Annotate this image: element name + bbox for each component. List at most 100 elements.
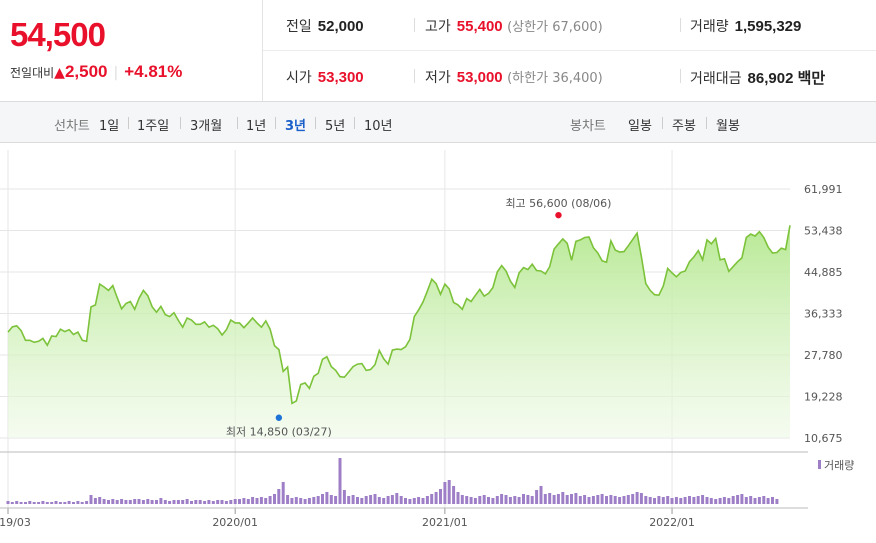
volume-bar xyxy=(107,500,110,504)
volume-bar xyxy=(268,496,272,504)
lower-limit: (하한가 36,400) xyxy=(507,71,603,86)
volume-bar xyxy=(648,497,652,504)
open-label: 시가 xyxy=(286,70,312,86)
high: 고가 55,400 (상한가 67,600) xyxy=(425,16,603,36)
divider xyxy=(680,69,681,83)
y-tick-label: 61,991 xyxy=(804,183,843,196)
volume-bars xyxy=(6,458,779,504)
volume-bar xyxy=(251,497,255,504)
volume-bar xyxy=(482,495,486,504)
max-marker xyxy=(555,211,562,219)
volume-bar xyxy=(80,502,84,504)
tab-3m[interactable]: 3개월 xyxy=(190,119,223,134)
volume-bar xyxy=(290,498,294,504)
volume-bar xyxy=(111,499,115,504)
volume-bar xyxy=(552,495,556,504)
row-divider xyxy=(263,50,876,51)
volume-bar xyxy=(168,501,172,504)
volume-bar xyxy=(216,500,220,504)
trade-value: 거래대금 86,902 백만 xyxy=(690,67,825,88)
volume-bar xyxy=(762,496,766,504)
trade-value-value: 86,902 백만 xyxy=(747,70,826,87)
volume-bar xyxy=(259,497,263,504)
volume-bar xyxy=(430,494,434,504)
volume-bar xyxy=(312,497,316,504)
volume-bar xyxy=(535,490,539,504)
divider xyxy=(180,117,181,129)
volume-bar xyxy=(596,495,600,504)
volume-bar xyxy=(281,482,285,504)
volume-bar xyxy=(329,495,333,504)
volume-bar xyxy=(478,496,482,504)
volume-bar xyxy=(757,497,761,504)
volume-bar xyxy=(351,495,355,504)
volume-bar xyxy=(124,500,128,504)
volume-bar xyxy=(386,496,390,504)
quote-panel: 54,500 전일대비▲2,500 | +4.81% 전일 52,000 고가 55,4… xyxy=(0,0,876,102)
volume-bar xyxy=(692,497,696,504)
change-percent: +4.81% xyxy=(124,62,183,81)
volume-bar xyxy=(28,501,32,504)
tab-5y[interactable]: 5년 xyxy=(325,119,346,134)
tab-3y[interactable]: 3년 xyxy=(285,119,307,134)
volume-bar xyxy=(364,496,368,504)
volume-bar xyxy=(714,499,718,504)
y-tick-label: 10,675 xyxy=(804,432,843,445)
divider: | xyxy=(113,65,119,81)
volume-bar xyxy=(229,500,233,504)
volume-value: 1,595,329 xyxy=(734,18,802,35)
volume-bar xyxy=(155,500,158,504)
tab-weekly-candle[interactable]: 주봉 xyxy=(672,119,696,134)
volume-bar xyxy=(517,497,521,504)
high-label: 고가 xyxy=(425,19,451,35)
volume-bar xyxy=(522,494,525,504)
max-label: 최고 56,600 (08/06) xyxy=(505,197,611,210)
y-tick-label: 27,780 xyxy=(804,349,843,362)
volume-bar xyxy=(242,498,246,504)
min-marker xyxy=(275,414,283,421)
tab-daily-candle[interactable]: 일봉 xyxy=(628,119,652,134)
tab-1y[interactable]: 1년 xyxy=(246,119,267,134)
chart-tab-bar xyxy=(0,102,876,143)
volume-bar xyxy=(570,494,573,504)
volume-bar xyxy=(67,501,71,504)
volume-bar xyxy=(98,497,102,504)
volume-bar xyxy=(6,501,10,504)
volume-bar xyxy=(543,494,547,504)
volume-bar xyxy=(273,494,276,504)
change-label: 전일대비 xyxy=(10,66,55,80)
tab-monthly-candle[interactable]: 월봉 xyxy=(716,119,740,134)
volume-bar xyxy=(688,496,691,504)
volume-bar xyxy=(211,501,215,504)
divider xyxy=(315,117,316,129)
extreme-markers: 최고 56,600 (08/06) 최저 14,850 (03/27) xyxy=(226,197,612,439)
volume-label: 거래량 xyxy=(690,19,729,35)
volume-bar xyxy=(705,497,709,504)
volume-bar xyxy=(583,495,587,504)
volume-bar xyxy=(731,496,735,504)
volume-bar xyxy=(674,497,678,504)
volume-bar xyxy=(102,499,106,504)
min-label: 최저 14,850 (03/27) xyxy=(226,426,332,439)
volume-bar xyxy=(203,501,207,504)
volume-bar xyxy=(718,498,722,504)
volume-bar xyxy=(556,494,560,504)
volume-bar xyxy=(41,501,45,504)
tab-1d[interactable]: 1일 xyxy=(99,119,120,134)
volume-bar xyxy=(286,495,290,504)
volume-bar xyxy=(207,500,211,504)
volume-bar xyxy=(172,500,176,504)
volume-bar xyxy=(85,501,89,504)
volume-bar xyxy=(321,494,324,504)
volume-bar xyxy=(635,492,639,504)
divider xyxy=(706,117,707,129)
volume-bar xyxy=(404,498,407,504)
change-value: 2,500 xyxy=(64,62,108,81)
volume-bar xyxy=(412,498,416,504)
divider xyxy=(414,69,415,83)
volume-bar xyxy=(600,494,604,504)
tab-10y[interactable]: 10년 xyxy=(364,119,393,134)
volume-bar xyxy=(408,499,412,504)
tab-1w[interactable]: 1주일 xyxy=(137,119,170,134)
volume-bar xyxy=(740,494,744,504)
